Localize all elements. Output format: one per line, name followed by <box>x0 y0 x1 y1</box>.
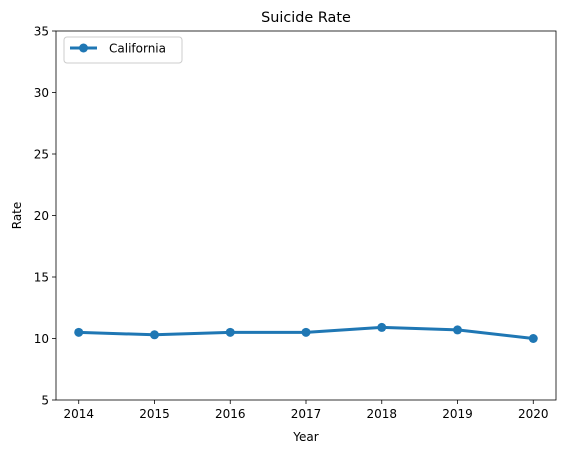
y-axis-label: Rate <box>10 202 24 230</box>
legend-marker-swatch <box>79 43 88 53</box>
data-point <box>225 327 235 337</box>
chart-title: Suicide Rate <box>261 10 351 26</box>
data-point <box>301 327 311 337</box>
y-tick-label: 5 <box>41 394 49 408</box>
x-tick-label: 2015 <box>139 407 170 421</box>
data-point <box>453 325 463 335</box>
y-axis: 5 10 15 20 25 30 35 <box>34 25 56 408</box>
legend-label-california: California <box>109 42 166 56</box>
x-axis-label: Year <box>292 430 318 444</box>
plot-area-frame <box>55 30 557 401</box>
x-tick-label: 2014 <box>63 407 94 421</box>
y-tick-label: 25 <box>34 148 49 162</box>
data-point <box>74 327 84 337</box>
x-tick-label: 2017 <box>291 407 322 421</box>
y-tick-label: 20 <box>34 209 49 223</box>
legend: California <box>63 36 183 64</box>
y-tick-label: 30 <box>34 86 49 100</box>
x-tick-label: 2020 <box>518 407 549 421</box>
y-tick-label: 35 <box>34 25 49 39</box>
data-point <box>377 322 387 332</box>
x-tick-label: 2016 <box>215 407 246 421</box>
data-point <box>528 334 538 343</box>
x-axis: 2014 2015 2016 2017 2018 2019 2020 <box>63 400 549 421</box>
y-tick-label: 15 <box>34 271 49 285</box>
x-tick-label: 2018 <box>366 407 397 421</box>
y-tick-label: 10 <box>34 332 49 346</box>
x-tick-label: 2019 <box>442 407 473 421</box>
series-layer <box>74 322 538 343</box>
data-point <box>149 330 159 340</box>
legend-box <box>63 36 183 64</box>
